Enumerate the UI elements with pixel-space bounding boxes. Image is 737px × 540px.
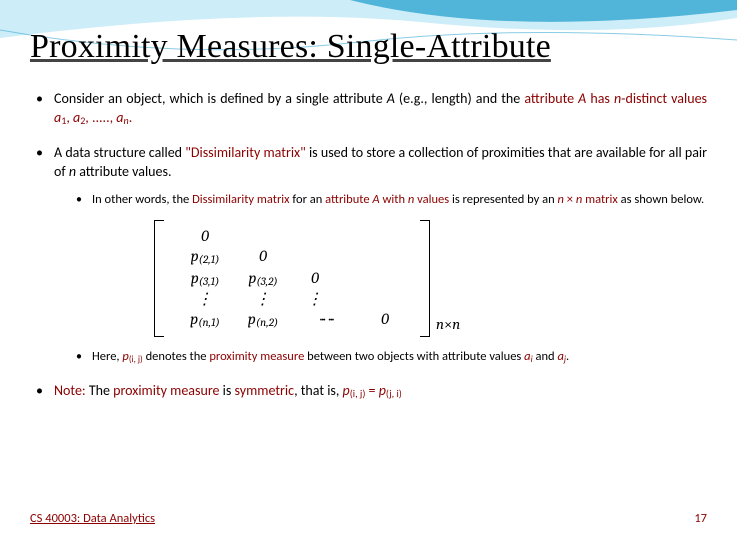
text: is [220,382,235,399]
vdots: ⋮ [292,289,338,309]
text: denotes the [143,349,210,364]
content-area: Proximity Measures: Single-Attribute Con… [0,0,737,401]
matrix-display: 0 p(2,1)0 p(3,1)p(3,2)0 ⋮⋮⋮ p(n,1)p(n,2)… [154,220,707,336]
bullet-1: Consider an object, which is defined by … [54,90,707,128]
var-A: A [372,192,379,207]
text: The [86,382,113,399]
text: attribute [325,192,372,207]
sub: (n,2) [256,316,278,329]
sub: (i, j) [350,387,366,400]
bracket-right [420,220,430,336]
text: as shown below. [618,192,704,207]
bullet-list: Consider an object, which is defined by … [30,90,707,401]
bullet-3-note: Note: The proximity measure is symmetric… [54,382,707,401]
sub: (i, j) [129,354,143,365]
matrix-grid: 0 p(2,1)0 p(3,1)p(3,2)0 ⋮⋮⋮ p(n,1)p(n,2)… [164,220,420,336]
sub-bullet-list-2: Here, p(i, j) denotes the proximity meas… [54,349,707,366]
text: with [380,192,408,207]
sub: (j, i) [386,387,402,400]
text: attribute [524,90,578,107]
text: × [564,192,576,207]
text: between two objects with attribute value… [304,349,524,364]
text: A data structure called [54,144,185,161]
cell: p [191,247,199,265]
bullet-2a: In other words, the Dissimilarity matrix… [92,192,707,209]
term: symmetric [235,382,295,399]
text: is represented by an [449,192,557,207]
text: and [533,349,558,364]
term: proximity measure [113,382,219,399]
footer-page-number: 17 [694,511,707,526]
text: (e.g., length) and the [395,90,524,107]
cell: 0 [234,246,292,266]
hdots: ··· ··· [292,309,362,329]
term-dissimilarity-matrix: "Dissimilarity matrix" [185,144,305,161]
var-p: p [343,382,350,399]
text: = [365,382,378,399]
var-a: a [116,109,123,126]
vdots: ⋮ [234,289,292,309]
text: has [586,90,614,107]
text: values [414,192,449,207]
sub: (2,1) [199,253,220,266]
cell: p [248,310,256,328]
sub: (3,1) [199,275,220,288]
bullet-2: A data structure called "Dissimilarity m… [54,144,707,366]
cell: p [191,269,199,287]
cell: 0 [362,309,408,329]
slide-title: Proximity Measures: Single-Attribute [30,28,707,66]
sub-bullet-list: In other words, the Dissimilarity matrix… [54,192,707,209]
var-n: n [69,163,76,180]
cell: 0 [176,226,234,246]
text: attribute values. [76,163,171,180]
sub: (3,2) [256,275,277,288]
text: , [66,109,73,126]
var-A: A [387,90,395,107]
var-p: p [379,382,386,399]
text: for an [290,192,326,207]
bullet-2b: Here, p(i, j) denotes the proximity meas… [92,349,707,366]
matrix-size: n×n [436,314,460,334]
slide: Proximity Measures: Single-Attribute Con… [0,0,737,540]
text: matrix [582,192,618,207]
cell: 0 [292,268,338,288]
cell: p [190,310,198,328]
bracket-left [154,220,164,336]
term: Dissimilarity matrix [192,192,290,207]
text: . [129,109,133,126]
footer-course: CS 40003: Data Analytics [30,511,155,526]
text: . [566,349,569,364]
text: , that is, [294,382,342,399]
text: , ....., [85,109,116,126]
vdots: ⋮ [176,289,234,309]
term: proximity measure [209,349,304,364]
slide-footer: CS 40003: Data Analytics 17 [30,511,707,526]
text: Consider an object, which is defined by … [54,90,387,107]
sub: (n,1) [198,316,220,329]
text: -distinct values [621,90,707,107]
text: Here, [92,349,122,364]
note-label: Note: [54,382,86,399]
text: In other words, the [92,192,192,207]
